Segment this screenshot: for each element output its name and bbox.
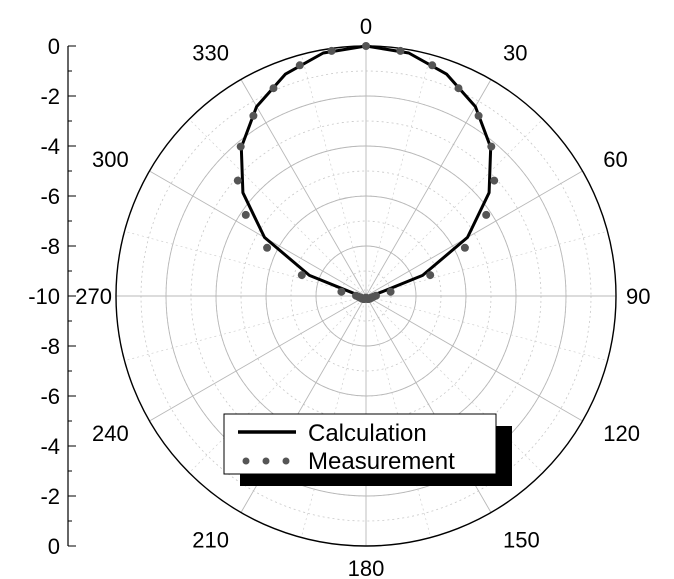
angle-label-60: 60	[603, 147, 627, 172]
series-measurement-point	[487, 142, 496, 151]
grid-spoke	[365, 170, 583, 297]
angle-label-330: 330	[192, 41, 229, 66]
radial-tick-label: 0	[48, 534, 60, 559]
data-series	[233, 42, 499, 303]
grid-spoke	[365, 295, 583, 422]
grid-spoke	[365, 118, 544, 297]
legend-label-measurement: Measurement	[308, 448, 455, 475]
series-measurement-point	[241, 210, 250, 219]
legend-box	[223, 413, 497, 475]
series-measurement-point	[482, 210, 491, 219]
radial-tick-label: -8	[40, 334, 60, 359]
series-measurement-point	[426, 271, 435, 280]
angle-labels: 0 30 60 90 120 150 180 210 240 270 300 330	[75, 14, 650, 579]
angle-label-150: 150	[503, 527, 540, 552]
legend-dot-swatch	[262, 457, 270, 465]
angle-label-270: 270	[75, 284, 112, 309]
series-measurement-point	[236, 142, 245, 151]
grid-spoke	[188, 118, 367, 297]
radial-tick-label: -6	[40, 184, 60, 209]
angle-label-300: 300	[92, 147, 129, 172]
grid-spoke	[240, 79, 367, 297]
series-measurement-point	[428, 61, 437, 70]
radial-tick-label: -6	[40, 384, 60, 409]
radial-tick-label: -4	[40, 134, 60, 159]
legend-dot-swatch	[282, 457, 290, 465]
grid-spoke	[124, 230, 367, 297]
angle-label-0: 0	[360, 14, 372, 39]
grid-spoke	[365, 54, 432, 297]
series-measurement-point	[490, 176, 499, 185]
series-measurement-point	[295, 61, 304, 70]
grid-spoke	[365, 295, 608, 362]
legend-dot-swatch	[242, 457, 250, 465]
radial-tick-label: -2	[40, 484, 60, 509]
grid-spoke	[149, 295, 367, 422]
grid-spoke	[124, 295, 367, 362]
grid-spoke	[365, 295, 544, 474]
radial-tick-label: -4	[40, 434, 60, 459]
series-measurement-point	[327, 46, 336, 55]
legend-label-calculation: Calculation	[308, 420, 427, 447]
series-measurement-point	[386, 287, 395, 296]
radial-tick-label: 0	[48, 34, 60, 59]
grid-spoke	[149, 170, 367, 297]
angle-label-90: 90	[626, 284, 650, 309]
series-measurement-point	[352, 291, 360, 300]
series-measurement-point	[263, 243, 272, 252]
series-measurement-point	[460, 243, 469, 252]
grid-spoke	[188, 295, 367, 474]
angle-label-180: 180	[348, 556, 385, 579]
series-measurement-point	[249, 111, 258, 120]
grid-spoke	[365, 230, 608, 297]
angle-label-240: 240	[92, 421, 129, 446]
radial-axis: 0 -2 -4 -6 -8 -10 -8 -6 -4 -2 0	[28, 34, 76, 559]
series-measurement-point	[337, 287, 346, 296]
radial-tick-label: -2	[40, 84, 60, 109]
series-measurement-point	[362, 42, 370, 50]
series-measurement-point	[297, 271, 306, 280]
series-measurement-point	[269, 84, 278, 93]
grid-spoke	[365, 79, 492, 297]
angle-label-30: 30	[503, 41, 527, 66]
grid-spoke	[300, 54, 367, 297]
series-measurement-point	[454, 84, 463, 93]
angle-label-120: 120	[603, 421, 640, 446]
series-measurement-point	[396, 46, 405, 55]
radial-tick-label: -8	[40, 234, 60, 259]
series-measurement-point	[233, 176, 242, 185]
series-measurement-point	[474, 111, 483, 120]
angle-label-210: 210	[192, 527, 229, 552]
radial-tick-label: -10	[28, 284, 60, 309]
